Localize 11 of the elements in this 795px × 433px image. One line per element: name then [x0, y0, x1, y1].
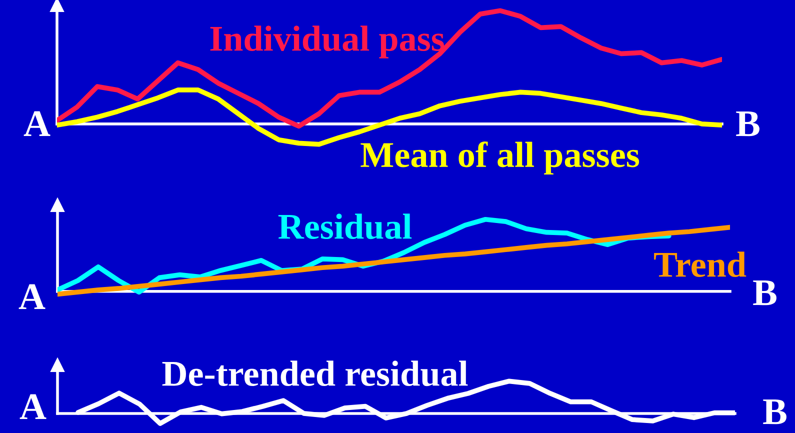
text: B — [763, 399, 786, 424]
text: B — [753, 280, 776, 306]
series-label: Trend — [654, 252, 746, 278]
series-label: Residual — [278, 214, 412, 240]
series-label: Mean of all passes — [360, 141, 640, 175]
series-label: De-trended residual — [162, 360, 468, 386]
text: A — [20, 394, 46, 420]
text: A — [18, 284, 46, 310]
series-label: Individual pass — [210, 26, 444, 58]
text: B — [736, 111, 760, 136]
text: A — [24, 111, 50, 136]
